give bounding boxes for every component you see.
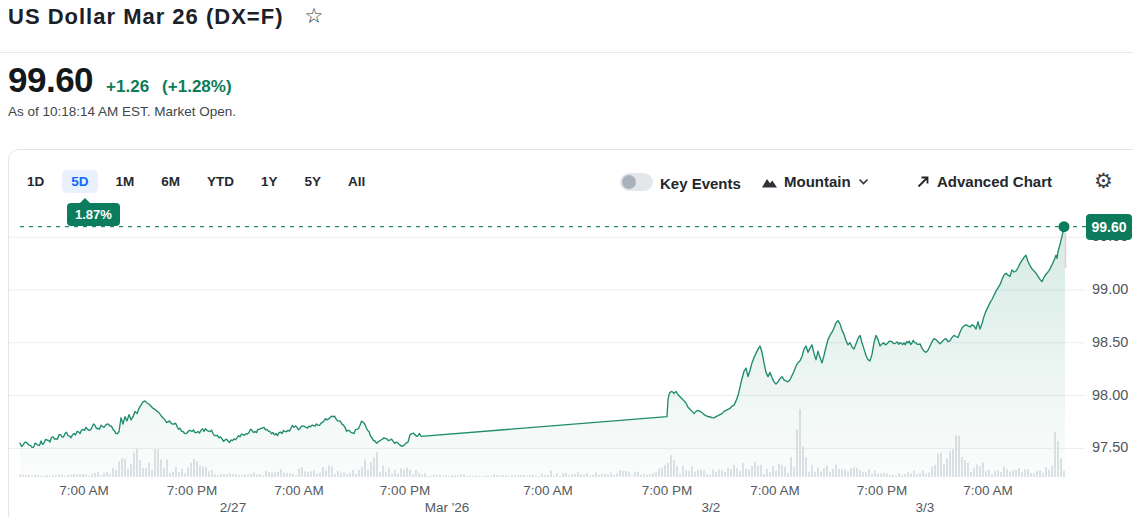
x-axis-time-label: 7:00 PM (642, 483, 692, 498)
chart-type-selector[interactable]: Mountain (762, 173, 869, 190)
range-gain-badge: 1.87% (67, 203, 120, 226)
x-axis-time-label: 7:00 AM (523, 483, 573, 498)
x-axis-time-label: 7:00 AM (59, 483, 109, 498)
range-tab-6m[interactable]: 6M (161, 174, 180, 189)
range-tab-all[interactable]: All (348, 174, 365, 189)
price-chart[interactable] (0, 0, 1133, 517)
advanced-chart-button[interactable]: Advanced Chart (916, 173, 1052, 190)
key-events-toggle[interactable] (620, 173, 653, 191)
range-tab-5y[interactable]: 5Y (305, 174, 322, 189)
x-axis-date-label: 2/27 (220, 500, 246, 515)
x-axis-time-label: 7:00 PM (380, 483, 430, 498)
y-axis-label: 98.00 (1092, 387, 1128, 403)
gear-icon[interactable]: ⚙ (1094, 169, 1113, 193)
x-axis-date-label: 3/2 (702, 500, 721, 515)
range-tab-ytd[interactable]: YTD (207, 174, 234, 189)
x-axis-time-label: 7:00 PM (857, 483, 907, 498)
range-tabs: 1D 5D 1M 6M YTD 1Y 5Y All (27, 170, 365, 193)
chevron-down-icon (858, 178, 869, 185)
x-axis-date-label: Mar '26 (425, 500, 470, 515)
mountain-icon (762, 176, 777, 188)
y-axis-label: 98.50 (1092, 334, 1128, 350)
last-price-badge: 99.60 (1086, 214, 1132, 240)
range-tab-5d[interactable]: 5D (62, 170, 97, 193)
range-tab-1d[interactable]: 1D (27, 174, 44, 189)
y-axis-label: 97.50 (1092, 439, 1128, 455)
chart-type-label: Mountain (784, 173, 851, 190)
x-axis-time-label: 7:00 PM (167, 483, 217, 498)
key-events-label: Key Events (660, 175, 741, 192)
advanced-chart-label: Advanced Chart (937, 173, 1052, 190)
x-axis-time-label: 7:00 AM (750, 483, 800, 498)
toggle-knob (622, 175, 636, 189)
range-tab-1y[interactable]: 1Y (261, 174, 278, 189)
x-axis-time-label: 7:00 AM (274, 483, 324, 498)
expand-arrow-icon (916, 175, 930, 189)
range-tab-1m[interactable]: 1M (116, 174, 135, 189)
x-axis-date-label: 3/3 (916, 500, 935, 515)
y-axis-label: 99.00 (1092, 281, 1128, 297)
x-axis-time-label: 7:00 AM (963, 483, 1013, 498)
